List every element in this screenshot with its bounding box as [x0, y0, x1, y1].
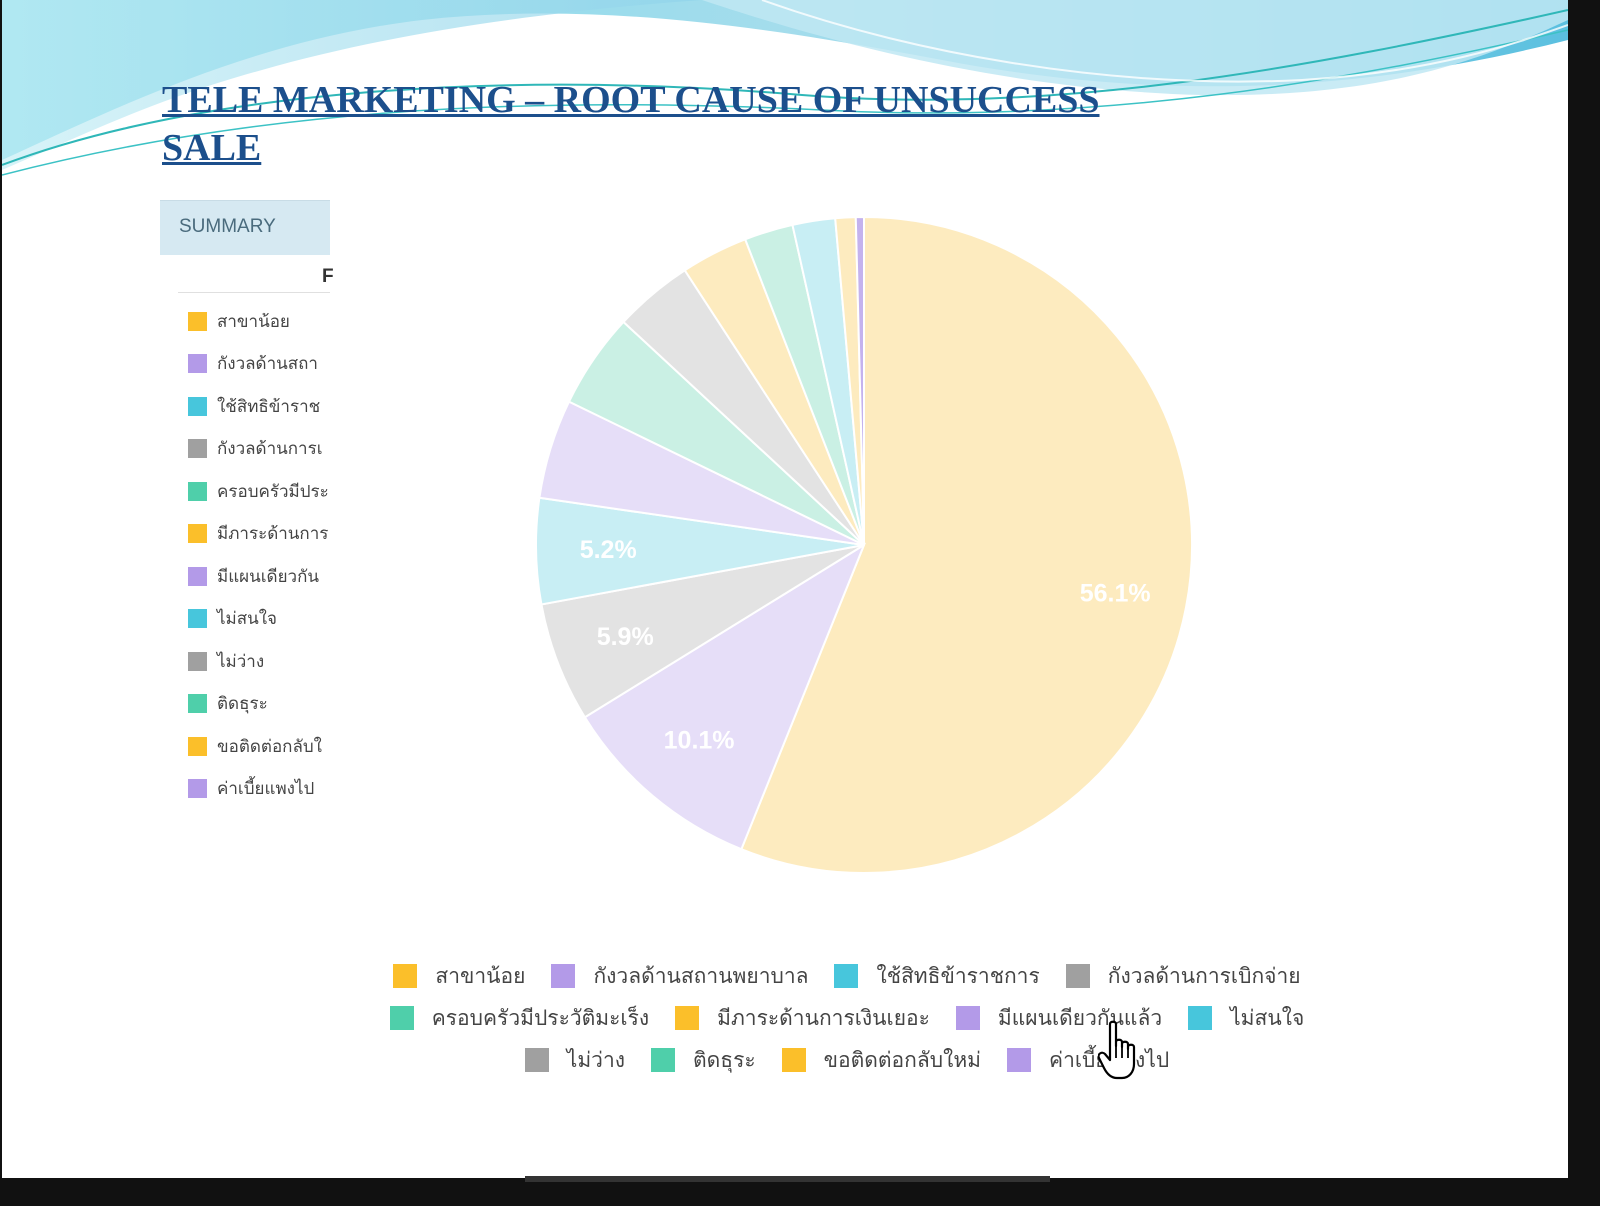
legend-label: ครอบครัวมีประวัติมะเร็ง	[431, 1005, 650, 1030]
legend-label: ไม่ว่าง	[566, 1047, 626, 1072]
legend-item[interactable]: ไม่ว่าง	[524, 1044, 626, 1077]
hand-cursor-icon	[1098, 1020, 1136, 1080]
legend-item[interactable]: ติดธุระ	[651, 1044, 756, 1077]
side-legend-item: มีแผนเดียวกัน	[188, 555, 330, 598]
legend-swatch	[1188, 1006, 1213, 1030]
side-legend-item: ครอบครัวมีประ	[188, 470, 330, 513]
legend-row: ครอบครัวมีประวัติมะเร็ง มีภาระด้านการเงิน…	[302, 997, 1392, 1039]
side-legend-label: ครอบครัวมีประ	[217, 481, 329, 502]
legend-swatch	[524, 1048, 549, 1072]
legend-swatch	[188, 651, 207, 671]
legend-swatch	[651, 1048, 676, 1072]
legend-swatch	[188, 396, 207, 416]
side-column-header: F	[322, 266, 334, 287]
chart-legend: สาขาน้อย กังวลด้านสถานพยาบาล ใช้สิทธิข้ารา…	[302, 955, 1392, 1081]
legend-item[interactable]: กังวลด้านการเบิกจ่าย	[1065, 960, 1301, 993]
side-legend-item: มีภาระด้านการ	[188, 513, 330, 556]
legend-item[interactable]: กังวลด้านสถานพยาบาล	[551, 960, 808, 993]
side-legend: สาขาน้อยกังวลด้านสถาใช้สิทธิข้าราชกังวลด…	[188, 300, 330, 810]
pie-chart: 56.1% 10.1% 5.9% 5.2%	[535, 215, 1193, 874]
pie-data-label: 5.9%	[597, 623, 654, 651]
header-wave-decoration	[2, 0, 1568, 176]
slide-title: TELE MARKETING – ROOT CAUSE OF UNSUCCESS…	[162, 79, 1100, 169]
legend-swatch	[834, 964, 859, 988]
legend-row: ไม่ว่าง ติดธุระ ขอติดต่อกลับใหม่ ค่าเบี้ยแพ…	[302, 1039, 1392, 1081]
side-legend-item: กังวลด้านการเ	[188, 428, 330, 471]
legend-swatch	[389, 1006, 414, 1030]
legend-swatch	[1007, 1048, 1032, 1072]
legend-label: ใช้สิทธิข้าราชการ	[876, 963, 1040, 988]
legend-swatch	[188, 311, 207, 331]
legend-item[interactable]: ไม่สนใจ	[1188, 1002, 1304, 1035]
legend-swatch	[188, 566, 207, 586]
legend-label: ขอติดต่อกลับใหม่	[823, 1047, 982, 1072]
scroll-indicator	[525, 1176, 1050, 1182]
pie-data-label: 10.1%	[664, 727, 735, 755]
legend-swatch	[188, 524, 207, 544]
legend-swatch	[551, 964, 576, 988]
legend-item[interactable]: ค่าเบี้ยแพงไป	[1007, 1044, 1169, 1077]
pie-slice[interactable]	[740, 215, 1193, 874]
summary-tab[interactable]: SUMMARY	[160, 200, 330, 255]
side-legend-item: ใช้สิทธิข้าราช	[188, 385, 330, 428]
legend-swatch	[675, 1006, 700, 1030]
legend-swatch	[188, 439, 207, 459]
slide: TELE MARKETING – ROOT CAUSE OF UNSUCCESS…	[2, 0, 1568, 1178]
legend-label: มีภาระด้านการเงินเยอะ	[717, 1005, 930, 1030]
pie-data-label: 5.2%	[580, 536, 637, 564]
legend-label: สาขาน้อย	[435, 963, 526, 988]
side-legend-item: ค่าเบี้ยแพงไป	[188, 768, 330, 811]
side-legend-label: มีภาระด้านการ	[217, 524, 329, 545]
side-legend-label: ไม่ว่าง	[217, 651, 265, 672]
side-divider	[178, 292, 330, 293]
legend-label: ติดธุระ	[693, 1047, 756, 1072]
legend-swatch	[188, 736, 207, 756]
side-legend-item: ไม่สนใจ	[188, 598, 330, 641]
legend-label: กังวลด้านสถานพยาบาล	[593, 963, 809, 988]
legend-swatch	[188, 694, 207, 714]
legend-item[interactable]: มีภาระด้านการเงินเยอะ	[675, 1002, 930, 1035]
legend-swatch	[393, 964, 418, 988]
legend-item[interactable]: ครอบครัวมีประวัติมะเร็ง	[389, 1002, 650, 1035]
side-legend-label: สาขาน้อย	[217, 311, 290, 332]
legend-swatch	[781, 1048, 806, 1072]
legend-label: ไม่สนใจ	[1230, 1005, 1305, 1030]
side-legend-item: ติดธุระ	[188, 683, 330, 726]
side-legend-label: ติดธุระ	[217, 694, 268, 715]
legend-row: สาขาน้อย กังวลด้านสถานพยาบาล ใช้สิทธิข้ารา…	[302, 955, 1392, 997]
side-legend-label: ขอติดต่อกลับใ	[217, 736, 322, 757]
side-legend-label: กังวลด้านสถา	[217, 354, 318, 375]
legend-swatch	[1065, 964, 1090, 988]
legend-label: มีแผนเดียวกันแล้ว	[997, 1005, 1163, 1030]
pie-slice[interactable]	[540, 544, 865, 719]
legend-swatch	[188, 481, 207, 501]
side-legend-item: สาขาน้อย	[188, 300, 330, 343]
legend-swatch	[188, 609, 207, 629]
legend-swatch	[188, 354, 207, 374]
legend-item[interactable]: ใช้สิทธิข้าราชการ	[834, 960, 1040, 993]
side-legend-label: มีแผนเดียวกัน	[217, 566, 320, 587]
legend-item[interactable]: สาขาน้อย	[393, 960, 525, 993]
side-legend-label: ค่าเบี้ยแพงไป	[217, 779, 315, 800]
legend-item[interactable]: มีแผนเดียวกันแล้ว	[955, 1002, 1163, 1035]
legend-item[interactable]: ขอติดต่อกลับใหม่	[781, 1044, 982, 1077]
pie-data-label: 56.1%	[1080, 580, 1151, 608]
side-legend-label: ใช้สิทธิข้าราช	[217, 396, 321, 417]
pie-slice[interactable]	[854, 215, 865, 546]
legend-label: กังวลด้านการเบิกจ่าย	[1107, 963, 1301, 988]
side-legend-item: ไม่ว่าง	[188, 640, 330, 683]
legend-swatch	[188, 779, 207, 799]
legend-swatch	[955, 1006, 980, 1030]
pie-slice[interactable]	[583, 542, 867, 851]
side-legend-item: กังวลด้านสถา	[188, 343, 330, 386]
side-legend-item: ขอติดต่อกลับใ	[188, 725, 330, 768]
side-legend-label: กังวลด้านการเ	[217, 439, 323, 460]
side-legend-label: ไม่สนใจ	[217, 609, 278, 630]
